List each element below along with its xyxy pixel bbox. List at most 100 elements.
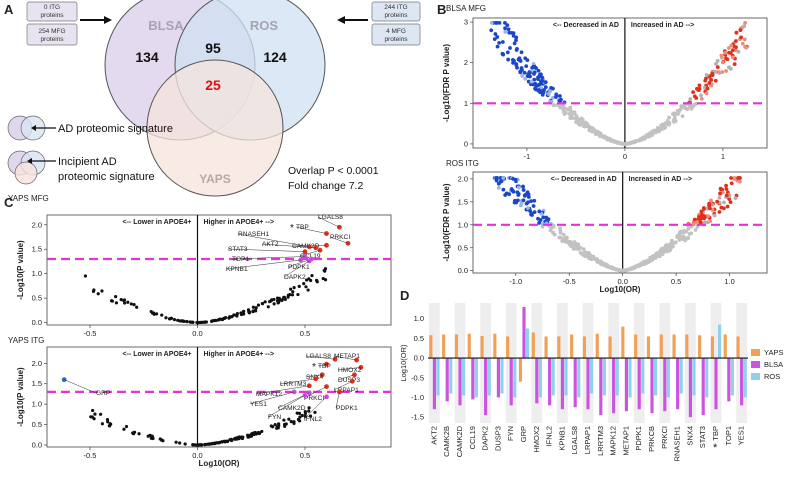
- data-point: [135, 305, 139, 309]
- data-point: [623, 142, 628, 146]
- legend-inc-arrowhead: [27, 158, 32, 164]
- category-label: GRP: [519, 426, 528, 442]
- data-point: [686, 226, 691, 231]
- data-point: [310, 273, 314, 278]
- data-point: [565, 235, 569, 240]
- data-point: [680, 114, 685, 119]
- data-point: [521, 184, 525, 189]
- category-label: METAP1: [621, 426, 630, 455]
- data-point: [297, 284, 301, 288]
- tbp-star: *: [312, 362, 316, 373]
- data-point: [562, 106, 567, 111]
- bar-ros: [436, 358, 440, 396]
- label-leader: [279, 378, 316, 385]
- gene-label: TOP1: [232, 256, 249, 263]
- data-point: [203, 442, 207, 447]
- data-point: [581, 247, 586, 252]
- data-point: [734, 45, 738, 50]
- label-leader: [333, 355, 357, 361]
- data-point: [521, 188, 526, 192]
- gene-label: CAMK2D: [278, 405, 306, 412]
- data-point: [554, 92, 559, 97]
- data-point: [494, 178, 499, 183]
- data-point: [687, 103, 692, 108]
- data-point: [540, 79, 545, 83]
- data-point: [522, 70, 527, 75]
- box-ros-itg-text: 244 ITG proteins: [384, 4, 408, 19]
- chart-blsa-mfg: BLSA MFG -Log10(FDR P value) -1 0 1 0 1 2 3 <-- D…: [442, 4, 768, 161]
- y-tick-label: -1.0: [411, 393, 424, 402]
- data-point: [272, 302, 276, 306]
- chart-title: YAPS MFG: [8, 194, 49, 203]
- bar-yaps: [736, 336, 740, 359]
- bar-blsa: [432, 358, 436, 410]
- data-point: [699, 209, 704, 214]
- plot-frame: [46, 346, 392, 448]
- data-point: [710, 73, 715, 77]
- data-point: [526, 79, 531, 84]
- data-point: [726, 46, 731, 50]
- gene-label: CCL19: [300, 253, 321, 260]
- data-point: [122, 298, 127, 302]
- bar-blsa: [522, 306, 526, 359]
- data-point: [253, 431, 257, 435]
- category-label: CAMK2B: [442, 426, 451, 457]
- label-leader: [305, 355, 336, 360]
- y-tick-label: 2.0: [458, 174, 468, 183]
- x-tick-label: -0.5: [84, 451, 97, 460]
- data-point: [627, 141, 632, 146]
- right-note: Increased in AD -->: [631, 22, 694, 29]
- data-point: [512, 41, 517, 46]
- y-tick-label: -0.5: [411, 373, 424, 382]
- bar-yaps: [570, 334, 574, 359]
- data-point: [251, 309, 255, 314]
- gene-label: PDPK1: [336, 405, 358, 412]
- plot-frame: [46, 214, 392, 326]
- data-point: [489, 28, 494, 33]
- data-point: [582, 124, 587, 129]
- bar-ros: [743, 358, 747, 398]
- data-point: [728, 51, 733, 55]
- y-tick-label: -1.5: [411, 413, 424, 422]
- category-label: MAPK12: [609, 426, 618, 456]
- data-point: [704, 73, 709, 77]
- overlap-text: Overlap P < 0.0001: [288, 165, 379, 177]
- gene-label: STAT3: [228, 246, 248, 253]
- y-tick-label: 1.5: [32, 245, 42, 254]
- gene-label: GRP: [96, 390, 111, 397]
- data-point: [704, 91, 709, 96]
- y-axis-label: -Log10(FDR P value): [442, 183, 451, 261]
- data-point: [109, 299, 114, 303]
- y-tick-label: 0.5: [414, 334, 424, 343]
- data-point: [146, 434, 150, 438]
- data-point: [733, 196, 738, 201]
- data-point: [619, 141, 624, 146]
- legend-label: ROS: [764, 372, 780, 381]
- data-point: [492, 37, 497, 41]
- gene-label: YES1: [250, 401, 267, 408]
- box-blsa-mfg-text: 254 MFG proteins: [38, 28, 65, 43]
- data-point: [718, 187, 723, 192]
- label-leader: [231, 256, 306, 260]
- data-point: [514, 62, 519, 66]
- data-point: [132, 303, 136, 307]
- data-point: [587, 256, 592, 260]
- label-leader: [303, 386, 327, 399]
- data-point: [511, 34, 516, 38]
- data-point: [176, 318, 180, 322]
- x-tick-label: 0.0: [192, 451, 202, 460]
- data-point: [298, 415, 302, 419]
- data-point: [589, 125, 594, 130]
- data-point: [724, 193, 729, 198]
- bar-yaps: [723, 334, 727, 359]
- data-point: [233, 437, 237, 441]
- data-point: [695, 220, 699, 224]
- venn-count-ros: 124: [263, 49, 287, 65]
- data-point: [494, 176, 499, 180]
- data-point: [305, 278, 309, 282]
- data-point: [497, 40, 502, 45]
- data-point: [119, 297, 123, 302]
- data-point: [519, 50, 524, 55]
- x-tick-label: -1.0: [509, 277, 522, 286]
- data-point: [714, 62, 718, 66]
